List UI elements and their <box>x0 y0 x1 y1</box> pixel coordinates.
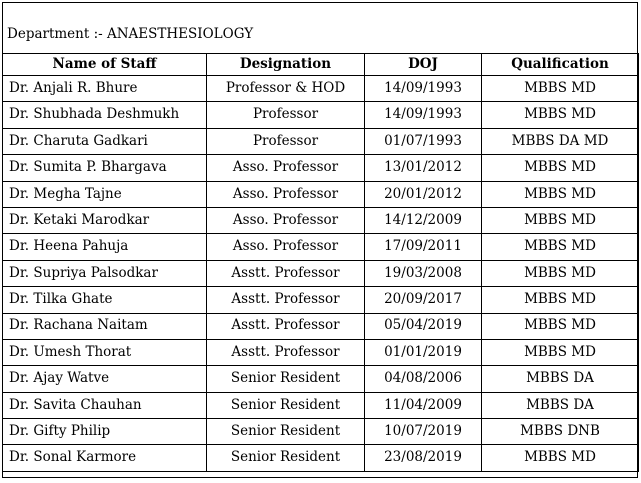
table-row: Dr. Supriya Palsodkar Asstt. Professor 19/… <box>2 259 639 288</box>
header-qualification: Qualification <box>481 53 639 76</box>
table-header-row: Name of Staff Designation DOJ Qualificat… <box>2 53 639 76</box>
doj-cell: 17/09/2011 <box>364 233 482 261</box>
department-heading: Department :- ANAESTHESIOLOGY <box>7 26 254 42</box>
designation-cell: Asstt. Professor <box>206 338 365 367</box>
table-row: Dr. Megha Tajne Asso. Professor 20/01/2012… <box>2 180 639 208</box>
staff-name-cell: Dr. Savita Chauhan <box>2 391 207 420</box>
designation-cell: Asso. Professor <box>206 206 365 235</box>
staff-name-cell: Dr. Tilka Ghate <box>2 286 207 314</box>
staff-name-cell: Dr. Charuta Gadkari <box>2 127 207 156</box>
staff-name-cell: Dr. Anjali R. Bhure <box>2 74 207 103</box>
header-name: Name of Staff <box>2 53 207 76</box>
table-row: Dr. Anjali R. Bhure Professor & HOD 14/09/… <box>2 74 639 103</box>
table-row: Dr. Sonal Karmore Senior Resident 23/08/20… <box>2 444 639 472</box>
doj-cell: 01/01/2019 <box>364 338 482 367</box>
staff-table: Name of Staff Designation DOJ Qualificat… <box>2 53 639 472</box>
staff-name-cell: Dr. Gifty Philip <box>2 418 207 446</box>
qualification-cell: MBBS MD <box>481 444 639 472</box>
table-row: Dr. Charuta Gadkari Professor 01/07/1993 MB… <box>2 127 639 156</box>
doj-cell: 11/04/2009 <box>364 391 482 420</box>
designation-cell: Asstt. Professor <box>206 312 365 340</box>
qualification-cell: MBBS MD <box>481 154 639 182</box>
doj-cell: 04/08/2006 <box>364 365 482 393</box>
header-designation: Designation <box>206 53 365 76</box>
qualification-cell: MBBS DA MD <box>481 127 639 156</box>
table-row: Dr. Savita Chauhan Senior Resident 11/04/2… <box>2 391 639 420</box>
staff-name-cell: Dr. Rachana Naitam <box>2 312 207 340</box>
designation-cell: Asso. Professor <box>206 233 365 261</box>
qualification-cell: MBBS MD <box>481 286 639 314</box>
designation-cell: Senior Resident <box>206 418 365 446</box>
staff-name-cell: Dr. Ketaki Marodkar <box>2 206 207 235</box>
doj-cell: 20/09/2017 <box>364 286 482 314</box>
doj-cell: 23/08/2019 <box>364 444 482 472</box>
staff-name-cell: Dr. Supriya Palsodkar <box>2 259 207 288</box>
staff-name-cell: Dr. Sumita P. Bhargava <box>2 154 207 182</box>
staff-name-cell: Dr. Shubhada Deshmukh <box>2 101 207 129</box>
table-row: Dr. Heena Pahuja Asso. Professor 17/09/201… <box>2 233 639 261</box>
qualification-cell: MBBS MD <box>481 180 639 208</box>
qualification-cell: MBBS MD <box>481 233 639 261</box>
doj-cell: 01/07/1993 <box>364 127 482 156</box>
doj-cell: 14/09/1993 <box>364 74 482 103</box>
doj-cell: 19/03/2008 <box>364 259 482 288</box>
table-row: Dr. Gifty Philip Senior Resident 10/07/201… <box>2 418 639 446</box>
staff-name-cell: Dr. Heena Pahuja <box>2 233 207 261</box>
table-row: Dr. Sumita P. Bhargava Asso. Professor 13/… <box>2 154 639 182</box>
staff-name-cell: Dr. Umesh Thorat <box>2 338 207 367</box>
qualification-cell: MBBS MD <box>481 74 639 103</box>
doj-cell: 14/12/2009 <box>364 206 482 235</box>
table-row: Dr. Rachana Naitam Asstt. Professor 05/04/… <box>2 312 639 340</box>
doj-cell: 14/09/1993 <box>364 101 482 129</box>
qualification-cell: MBBS MD <box>481 312 639 340</box>
staff-name-cell: Dr. Sonal Karmore <box>2 444 207 472</box>
table-row: Dr. Tilka Ghate Asstt. Professor 20/09/201… <box>2 286 639 314</box>
designation-cell: Asso. Professor <box>206 180 365 208</box>
doj-cell: 05/04/2019 <box>364 312 482 340</box>
qualification-cell: MBBS DA <box>481 365 639 393</box>
table-row: Dr. Shubhada Deshmukh Professor 14/09/1993… <box>2 101 639 129</box>
qualification-cell: MBBS MD <box>481 259 639 288</box>
qualification-cell: MBBS MD <box>481 338 639 367</box>
table-row: Dr. Ketaki Marodkar Asso. Professor 14/12/… <box>2 206 639 235</box>
qualification-cell: MBBS MD <box>481 206 639 235</box>
staff-name-cell: Dr. Megha Tajne <box>2 180 207 208</box>
table-row: Dr. Umesh Thorat Asstt. Professor 01/01/20… <box>2 338 639 367</box>
designation-cell: Professor <box>206 101 365 129</box>
doj-cell: 10/07/2019 <box>364 418 482 446</box>
designation-cell: Senior Resident <box>206 391 365 420</box>
staff-name-cell: Dr. Ajay Watve <box>2 365 207 393</box>
designation-cell: Senior Resident <box>206 365 365 393</box>
table-row: Dr. Ajay Watve Senior Resident 04/08/2006 M… <box>2 365 639 393</box>
qualification-cell: MBBS DA <box>481 391 639 420</box>
doj-cell: 20/01/2012 <box>364 180 482 208</box>
designation-cell: Professor & HOD <box>206 74 365 103</box>
designation-cell: Professor <box>206 127 365 156</box>
doj-cell: 13/01/2012 <box>364 154 482 182</box>
designation-cell: Asso. Professor <box>206 154 365 182</box>
qualification-cell: MBBS MD <box>481 101 639 129</box>
qualification-cell: MBBS DNB <box>481 418 639 446</box>
designation-cell: Asstt. Professor <box>206 259 365 288</box>
designation-cell: Asstt. Professor <box>206 286 365 314</box>
designation-cell: Senior Resident <box>206 444 365 472</box>
header-doj: DOJ <box>364 53 482 76</box>
